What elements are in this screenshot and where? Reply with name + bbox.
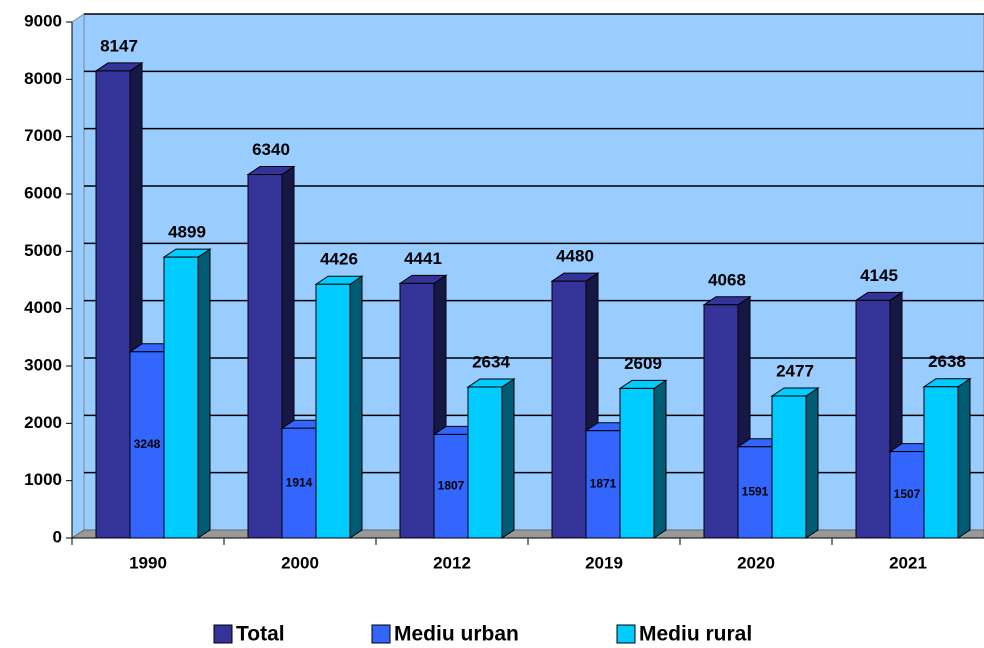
legend-label: Total — [236, 623, 285, 646]
bar — [771, 395, 807, 539]
y-tick-label: 9000 — [24, 11, 62, 30]
bar — [923, 386, 959, 539]
data-label: 8147 — [100, 36, 138, 55]
data-label: 2638 — [928, 352, 966, 371]
y-tick-label: 0 — [53, 527, 62, 546]
data-label: 4899 — [168, 223, 206, 242]
bar — [433, 433, 469, 539]
bar — [315, 283, 351, 539]
legend-label: Mediu rural — [639, 623, 752, 646]
data-label: 1807 — [438, 478, 465, 492]
y-tick-label: 8000 — [24, 69, 62, 88]
data-label: 4145 — [860, 266, 898, 285]
bar-side — [957, 377, 971, 539]
data-label: 1871 — [590, 477, 617, 491]
bar — [95, 70, 131, 539]
x-tick-label: 2021 — [889, 553, 927, 572]
bar-side — [349, 275, 363, 539]
x-tick-label: 2012 — [433, 553, 471, 572]
legend-swatch — [616, 624, 636, 644]
data-label: 4426 — [320, 250, 358, 269]
bar-side — [197, 248, 211, 539]
bar — [737, 446, 773, 539]
data-label: 1914 — [286, 475, 313, 489]
bar — [163, 256, 199, 539]
data-label: 1591 — [742, 485, 769, 499]
bar — [703, 304, 739, 539]
bar — [889, 451, 925, 539]
x-tick-label: 2000 — [281, 553, 319, 572]
bar-side — [501, 378, 515, 539]
legend-swatch — [371, 624, 391, 644]
x-tick-label: 2020 — [737, 553, 775, 572]
data-label: 4480 — [556, 247, 594, 266]
bar — [855, 299, 891, 539]
data-label: 2609 — [624, 354, 662, 373]
bar — [281, 427, 317, 539]
y-tick-label: 6000 — [24, 183, 62, 202]
bar — [399, 282, 435, 539]
bar — [551, 280, 587, 539]
data-label: 3248 — [134, 437, 161, 451]
data-label: 2477 — [776, 361, 814, 380]
y-tick-label: 2000 — [24, 413, 62, 432]
back-wall — [83, 13, 984, 531]
y-tick-label: 1000 — [24, 470, 62, 489]
bar-side — [805, 387, 819, 539]
legend-swatch — [213, 624, 233, 644]
y-tick-label: 4000 — [24, 298, 62, 317]
y-tick-label: 7000 — [24, 126, 62, 145]
bar — [585, 430, 621, 539]
bar-side — [653, 379, 667, 539]
x-tick-label: 1990 — [129, 553, 167, 572]
y-tick-label: 5000 — [24, 241, 62, 260]
bar — [129, 351, 165, 539]
data-label: 4068 — [708, 270, 746, 289]
bar — [467, 386, 503, 539]
bar — [619, 387, 655, 539]
data-label: 2634 — [472, 352, 510, 371]
legend-label: Mediu urban — [394, 623, 519, 646]
data-label: 1507 — [894, 487, 921, 501]
data-label: 4441 — [404, 249, 442, 268]
bar — [247, 174, 283, 539]
side-wall — [71, 13, 85, 539]
x-tick-label: 2019 — [585, 553, 623, 572]
y-tick-label: 3000 — [24, 355, 62, 374]
data-label: 6340 — [252, 140, 290, 159]
